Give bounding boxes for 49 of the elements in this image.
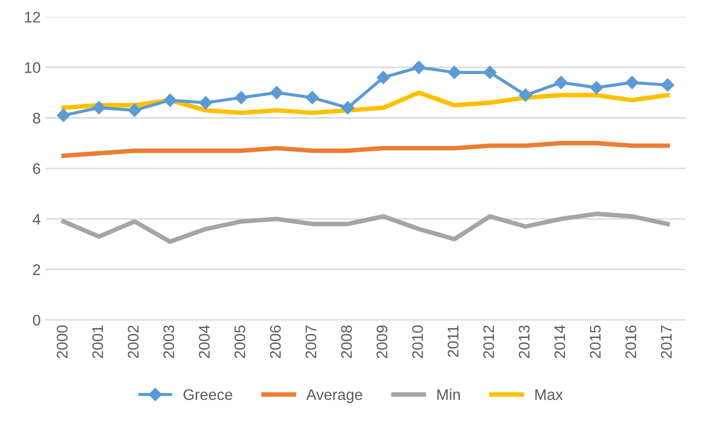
point <box>661 78 674 92</box>
x-tick-label: 2013 <box>518 325 530 358</box>
legend-label: Greece <box>184 389 232 400</box>
x-tick-label: 2003 <box>163 325 174 358</box>
x-tick-label: 2017 <box>660 326 672 358</box>
y-tick-label: 12 <box>25 12 40 22</box>
point <box>128 104 142 117</box>
x-tick-label: 2016 <box>625 325 636 358</box>
legend-label: Min <box>437 388 460 400</box>
point <box>56 108 70 122</box>
x-tick-label: 2012 <box>483 326 494 358</box>
point <box>518 88 532 102</box>
line-series <box>61 212 670 244</box>
x-tick-label: 2001 <box>92 326 104 358</box>
point <box>554 76 568 90</box>
x-tick-label: 2005 <box>234 325 246 358</box>
legend-label: Max <box>535 389 563 400</box>
point <box>234 91 248 104</box>
x-tick-label: 2015 <box>590 325 601 358</box>
x-tick-label: 2014 <box>554 325 566 358</box>
point <box>412 60 426 74</box>
y-tick-label: 8 <box>33 112 40 124</box>
point <box>270 86 284 100</box>
point <box>590 80 604 94</box>
x-tick-label: 2006 <box>270 325 281 358</box>
x-tick-label: 2002 <box>128 326 139 358</box>
y-tick-label: 2 <box>33 264 40 275</box>
point <box>199 96 212 110</box>
point <box>448 66 461 79</box>
legend-label: Average <box>306 389 362 404</box>
y-tick-label: 10 <box>25 62 40 74</box>
y-tick-label: 4 <box>32 214 40 224</box>
y-tick-label: 0 <box>32 314 40 326</box>
point <box>341 101 354 114</box>
x-tick-label: 2009 <box>376 326 388 358</box>
x-tick-label: 2010 <box>412 325 423 358</box>
point <box>92 101 106 114</box>
point <box>626 76 639 90</box>
point <box>164 94 177 107</box>
x-tick-label: 2008 <box>341 325 352 358</box>
point <box>483 66 497 79</box>
x-tick-label: 2011 <box>448 326 459 357</box>
x-tick-label: 2004 <box>198 325 210 358</box>
point <box>376 70 390 84</box>
x-tick-label: 2007 <box>306 326 316 358</box>
point <box>306 91 319 104</box>
line-series <box>61 140 670 158</box>
y-tick-label: 6 <box>33 163 40 174</box>
x-tick-label: 2000 <box>56 325 68 358</box>
